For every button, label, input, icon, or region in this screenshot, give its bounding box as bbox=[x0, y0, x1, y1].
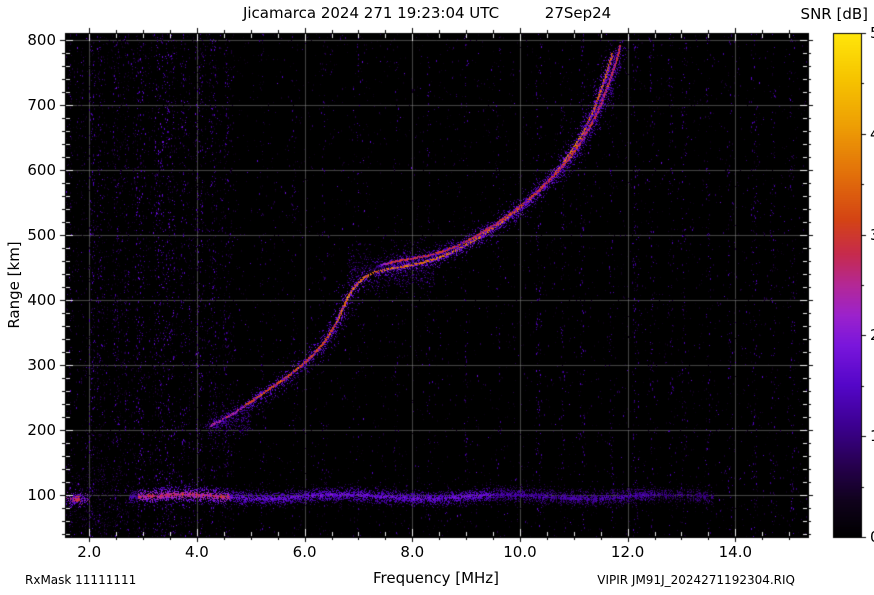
ionogram-page: { "header": { "title": "Jicamarca 2024 2… bbox=[0, 0, 874, 595]
ionogram-canvas bbox=[0, 0, 874, 595]
